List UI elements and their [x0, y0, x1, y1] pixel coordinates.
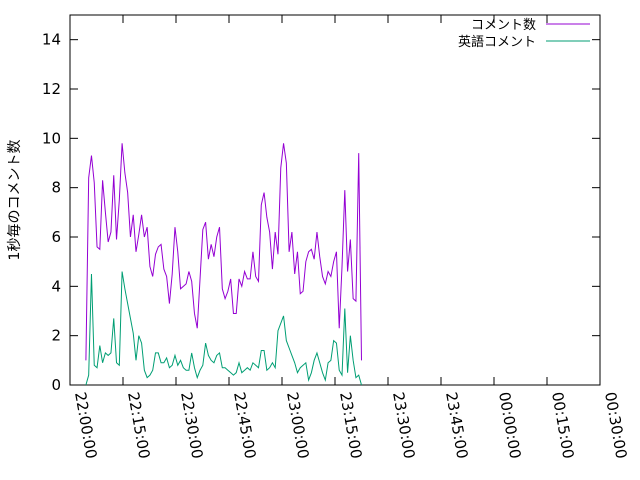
legend-label-2: 英語コメント	[458, 34, 536, 50]
x-axis-ticks: 22:00:00 22:15:00 22:30:00 22:45:00 23:00:00…	[69, 15, 630, 460]
x-tick-label: 23:30:00	[389, 391, 418, 460]
x-tick-label: 00:15:00	[548, 391, 577, 460]
x-tick-label: 23:15:00	[336, 391, 365, 460]
y-tick-label: 14	[42, 31, 61, 49]
y-tick-label: 12	[42, 80, 61, 98]
y-tick-label: 6	[51, 228, 61, 246]
y-tick-label: 10	[42, 129, 61, 147]
x-tick-label: 23:00:00	[283, 391, 312, 460]
x-tick-label: 22:15:00	[124, 391, 153, 460]
y-axis-ticks: 0 2 4 6 8 10 12 14	[42, 31, 600, 394]
y-tick-label: 4	[51, 277, 61, 295]
plot-frame	[69, 14, 601, 386]
y-axis-label: 1秒毎のコメント数	[7, 140, 23, 261]
series-line-2	[85, 271, 362, 386]
y-tick-label: 0	[51, 376, 61, 394]
x-tick-label: 22:30:00	[177, 391, 206, 460]
x-tick-label: 22:00:00	[71, 391, 100, 460]
x-tick-label: 00:00:00	[495, 391, 524, 460]
y-tick-label: 8	[51, 179, 61, 197]
x-tick-label: 23:45:00	[442, 391, 471, 460]
series-line-1	[85, 143, 362, 361]
x-tick-label: 22:45:00	[230, 391, 259, 460]
series-lines	[85, 143, 362, 386]
y-tick-label: 2	[51, 327, 61, 345]
legend-label-1: コメント数	[471, 18, 536, 33]
x-tick-label: 00:30:00	[601, 391, 630, 460]
